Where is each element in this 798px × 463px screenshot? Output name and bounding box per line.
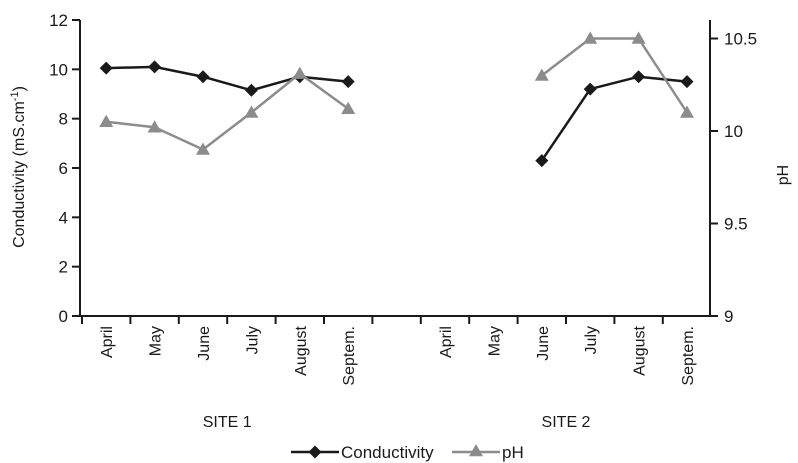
ph-point	[99, 114, 114, 127]
x-group-label: SITE 2	[542, 414, 591, 431]
y-left-tick-label: 6	[59, 159, 68, 178]
legend-marker-ph	[469, 444, 483, 457]
x-category-label: Septem.	[341, 326, 358, 386]
y-right-tick-label: 9	[724, 307, 733, 326]
legend-marker-conductivity	[308, 445, 322, 459]
x-category-label: Septem.	[680, 326, 697, 386]
y-right-tick-label: 10	[724, 122, 743, 141]
x-category-label: June	[535, 326, 552, 361]
x-group-labels: SITE 1 SITE 2	[203, 414, 591, 431]
ph-point	[534, 68, 549, 81]
conductivity-point	[632, 70, 646, 84]
y-axis-left-title-sup: -1	[9, 91, 21, 101]
ph-point	[341, 101, 356, 115]
conductivity-point	[341, 75, 355, 89]
series-ph	[99, 31, 694, 155]
conductivity-point	[196, 70, 210, 84]
axes: 0 2 4 6 8 10 12 9 9.5 10 10.5	[49, 11, 757, 326]
y-right-tick-label: 9.5	[724, 215, 748, 234]
y-left-tick-label: 2	[59, 258, 68, 277]
ph-point	[196, 142, 210, 155]
x-category-label: July	[244, 326, 261, 354]
conductivity-point	[99, 61, 113, 75]
y-axis-left-title: Conductivity (mS.cm-1)	[9, 86, 28, 248]
x-group-label: SITE 1	[203, 414, 252, 431]
series-layer	[99, 31, 694, 168]
x-category-label: May	[486, 326, 503, 356]
conductivity-point	[680, 75, 694, 89]
ph-point	[244, 105, 259, 118]
y-left-tick-label: 4	[59, 208, 68, 227]
ph-point	[631, 31, 646, 44]
series-conductivity	[99, 60, 694, 168]
conductivity-point	[535, 154, 549, 168]
x-category-label: April	[438, 326, 455, 358]
y-axis-left-title-main: Conductivity (mS.cm	[11, 101, 28, 248]
x-category-label: July	[583, 326, 600, 354]
conductivity-line	[540, 75, 688, 162]
conductivity-point	[244, 83, 258, 97]
x-category-label: May	[148, 326, 165, 356]
conductivity-point	[583, 82, 597, 96]
legend-item-conductivity: Conductivity	[291, 443, 434, 462]
x-category-labels: April May June July August Septem. April May Jun…	[99, 325, 697, 385]
legend-label-ph: pH	[502, 443, 524, 462]
y-left-tick-label: 10	[49, 60, 68, 79]
ph-line	[541, 37, 689, 114]
conductivity-line	[106, 65, 349, 92]
y-left-tick-label: 0	[59, 307, 68, 326]
y-left-tick-label: 8	[59, 110, 68, 129]
ph-point	[583, 31, 598, 44]
conductivity-point	[148, 60, 162, 74]
x-category-label: April	[99, 326, 116, 358]
ph-point	[680, 105, 694, 118]
legend-label-conductivity: Conductivity	[341, 443, 434, 462]
ph-line	[106, 72, 349, 151]
y-axis-left-title-end: )	[11, 86, 28, 91]
ph-point	[147, 120, 162, 133]
x-category-label: June	[196, 326, 213, 361]
x-category-label: August	[632, 325, 649, 375]
legend-item-ph: pH	[452, 443, 524, 462]
y-axis-right-title: pH	[775, 165, 792, 185]
ph-point	[292, 66, 307, 79]
y-right-tick-label: 10.5	[724, 30, 757, 49]
legend: Conductivity pH	[291, 443, 524, 462]
x-category-label: August	[293, 325, 310, 375]
y-left-tick-label: 12	[49, 11, 68, 30]
